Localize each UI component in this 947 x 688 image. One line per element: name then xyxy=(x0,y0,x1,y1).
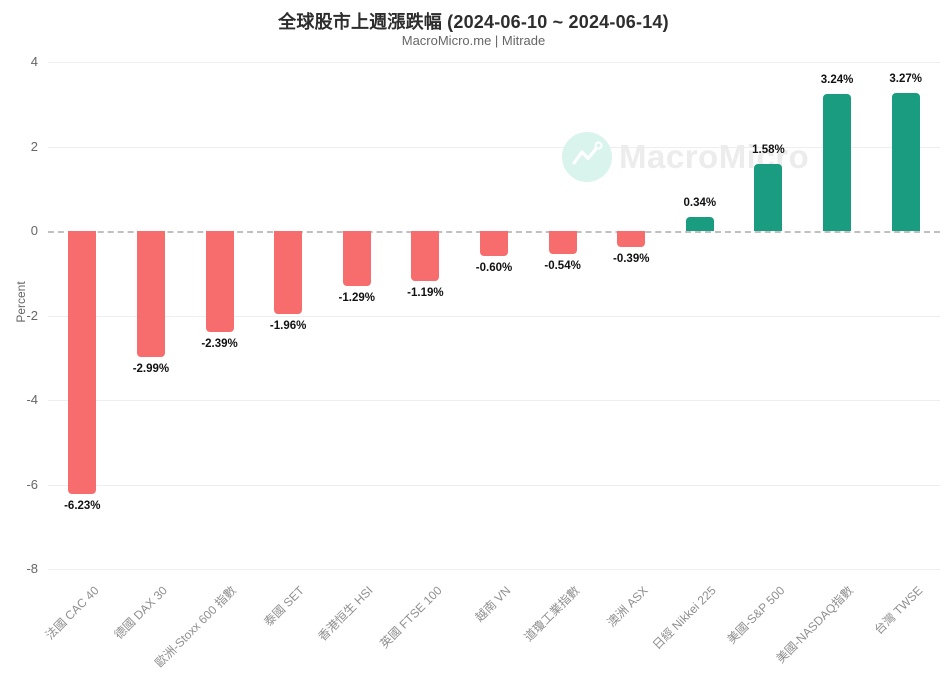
x-category-label: 德國 DAX 30 xyxy=(111,583,171,642)
y-tick-label: -8 xyxy=(26,561,38,576)
bar-value-label: 0.34% xyxy=(683,196,717,209)
x-category-label: 越南 VN xyxy=(472,583,514,625)
bar-value-label: 1.58% xyxy=(752,144,785,157)
y-tick-label: 0 xyxy=(30,223,38,238)
bar-12[interactable] xyxy=(823,94,852,231)
x-category-label: 香港恒生 HSI xyxy=(315,583,377,644)
bar-value-label: -1.19% xyxy=(407,287,444,300)
bar-value-label: -1.96% xyxy=(269,319,307,332)
gridline xyxy=(48,315,940,317)
gridline xyxy=(48,400,940,401)
bar-value-label: 3.24% xyxy=(820,74,854,87)
y-tick-label: 2 xyxy=(30,138,38,154)
bar-value-label: -2.99% xyxy=(132,363,170,376)
bar-8[interactable] xyxy=(548,231,577,254)
plot-area: -6.23% 法國 CAC 40 -2.99% 德國 DAX 30 -2.39% 歐洲-S… xyxy=(43,62,940,670)
gridline xyxy=(48,484,940,486)
bar-value-label: -0.39% xyxy=(613,253,650,266)
x-category-label: 日經 Nikkei 225 xyxy=(650,583,720,653)
bar-value-label: -0.54% xyxy=(544,259,581,272)
y-tick-label: -2 xyxy=(26,307,38,323)
x-category-label: 法國 CAC 40 xyxy=(42,583,102,643)
chart-title: 全球股市上週漲跌幅 (2024-06-10 ~ 2024-06-14) xyxy=(278,12,669,32)
bar-13[interactable] xyxy=(891,92,920,231)
x-category-label: 台灣 TWSE xyxy=(871,583,926,638)
bar-3[interactable] xyxy=(205,231,234,332)
y-tick-label: 4 xyxy=(30,54,38,69)
x-category-label: 泰國 SET xyxy=(261,583,308,630)
x-category-label: 澳洲 ASX xyxy=(604,583,651,630)
bar-10[interactable] xyxy=(685,216,714,231)
x-category-label: 道瓊工業指數 xyxy=(521,583,582,645)
bar-7[interactable] xyxy=(480,231,508,257)
x-category-label: 英國 FTSE 100 xyxy=(377,583,445,651)
gridline xyxy=(48,569,940,570)
x-category-label: 美國-S&P 500 xyxy=(724,583,788,647)
gridline xyxy=(48,62,940,63)
bar-value-label: -6.23% xyxy=(64,500,101,513)
bar-2[interactable] xyxy=(136,231,165,358)
y-tick-label: -6 xyxy=(26,476,38,492)
bar-6[interactable] xyxy=(411,231,440,282)
bar-value-label: 3.27% xyxy=(889,72,922,85)
bar-4[interactable] xyxy=(274,231,303,314)
bar-5[interactable] xyxy=(342,231,371,286)
bar-11[interactable] xyxy=(754,164,783,231)
bar-value-label: -0.60% xyxy=(475,262,513,275)
bar-value-label: -2.39% xyxy=(201,337,238,350)
bar-value-label: -1.29% xyxy=(338,291,375,304)
chart-subtitle: MacroMicro.me | Mitrade xyxy=(401,33,546,48)
gridline xyxy=(48,146,940,148)
y-tick-label: -4 xyxy=(26,392,38,407)
bar-9[interactable] xyxy=(617,231,646,248)
bar-1[interactable] xyxy=(68,231,97,495)
